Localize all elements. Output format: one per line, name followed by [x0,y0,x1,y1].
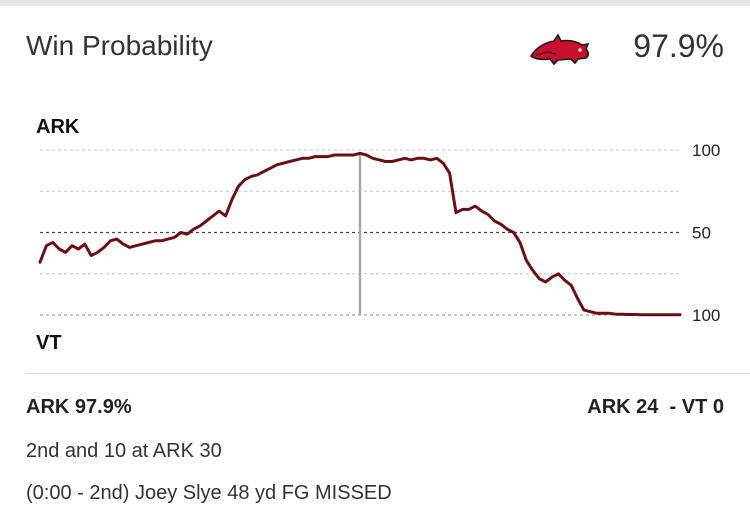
y-tick-label: 50 [692,224,711,243]
page-title: Win Probability [26,30,213,61]
chart-plot-area: 100 50 100 [38,141,720,325]
y-tick-label: 100 [692,141,720,160]
y-tick-label: 100 [692,306,720,325]
last-play-description: (0:00 - 2nd) Joey Slye 48 yd FG MISSED [26,482,392,504]
win-probability-chart: ARK VT 100 50 100 [0,100,750,365]
section-divider [26,373,750,374]
win-probability-header: Win Probability 97.9% [0,6,750,88]
razorback-hog-icon [529,33,590,66]
win-probability-line [38,151,682,317]
game-score: ARK 24 - VT 0 [587,396,724,418]
chart-bottom-team-label: VT [36,332,62,354]
header-win-probability: 97.9% [633,28,724,64]
down-and-distance: 2nd and 10 at ARK 30 [26,440,222,462]
top-divider [0,0,750,6]
footer-win-probability: ARK 97.9% [26,396,132,418]
chart-top-team-label: ARK [36,116,80,138]
